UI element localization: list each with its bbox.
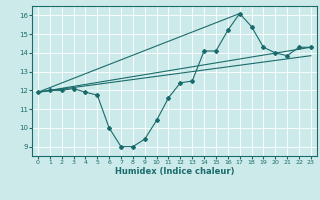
- X-axis label: Humidex (Indice chaleur): Humidex (Indice chaleur): [115, 167, 234, 176]
